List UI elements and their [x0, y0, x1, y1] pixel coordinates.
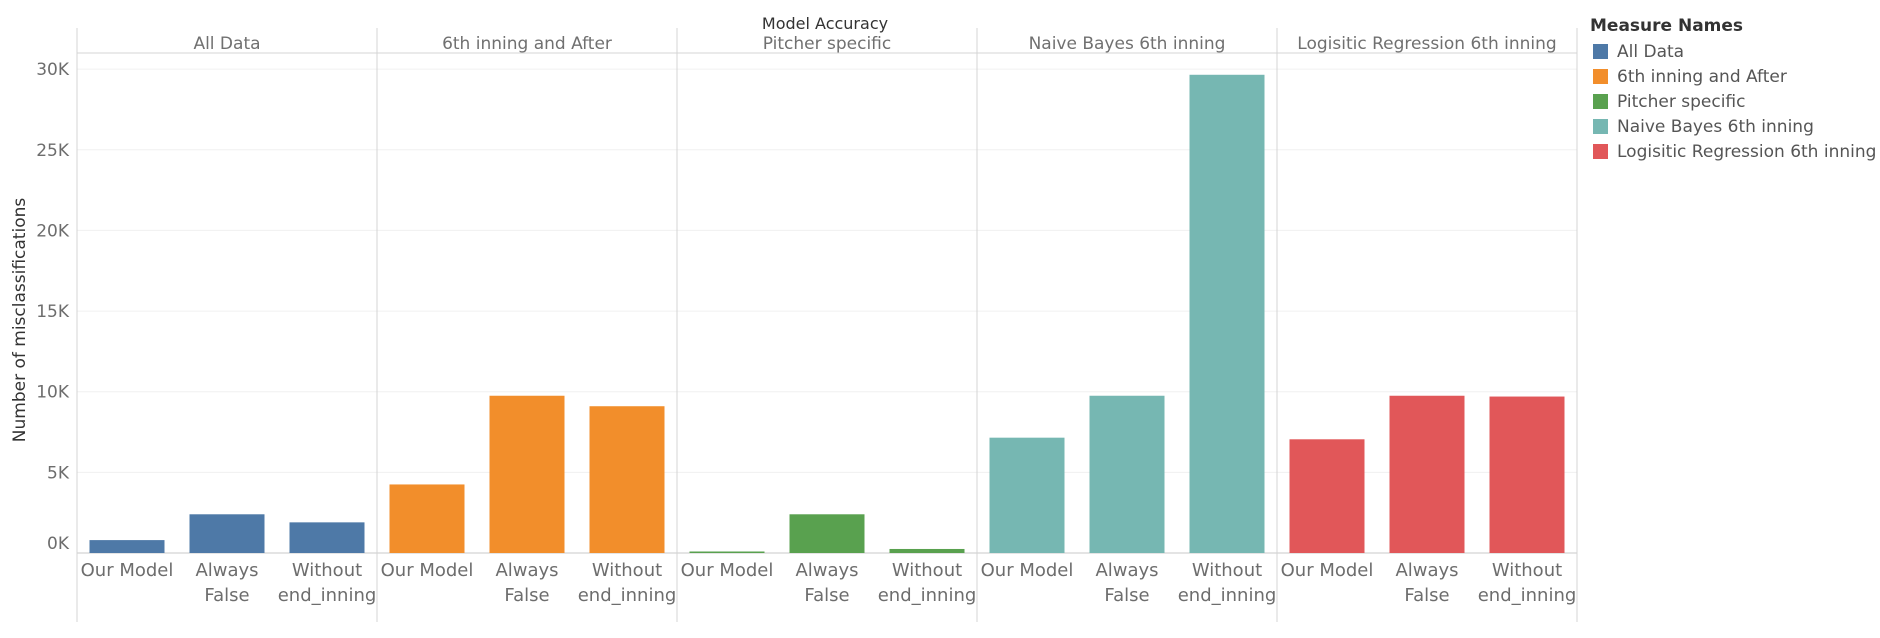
- legend-item[interactable]: Pitcher specific: [1590, 89, 1876, 114]
- bar: [89, 540, 165, 553]
- bar: [689, 551, 765, 553]
- bar: [1489, 396, 1565, 553]
- y-tick-label: 10K: [36, 383, 70, 403]
- panel-header: 6th inning and After: [442, 34, 612, 54]
- x-tick-label: Always: [195, 560, 258, 581]
- x-tick-label: end_inning: [278, 585, 377, 606]
- x-tick-label: Always: [1095, 560, 1158, 581]
- panel-header: Naive Bayes 6th inning: [1029, 34, 1226, 54]
- legend-item[interactable]: Logisitic Regression 6th inning: [1590, 139, 1876, 164]
- x-tick-label: False: [204, 585, 249, 606]
- bar: [1289, 439, 1365, 553]
- legend-swatch: [1593, 69, 1608, 84]
- x-tick-label: False: [804, 585, 849, 606]
- y-tick-label: 5K: [47, 463, 70, 483]
- legend-item[interactable]: Naive Bayes 6th inning: [1590, 114, 1876, 139]
- legend-title: Measure Names: [1590, 16, 1744, 36]
- legend-swatch: [1593, 94, 1608, 109]
- bar: [589, 406, 665, 553]
- legend-item[interactable]: 6th inning and After: [1590, 64, 1876, 89]
- legend-swatch: [1593, 119, 1608, 134]
- bar: [789, 514, 865, 553]
- chart-title: Model Accuracy: [762, 14, 888, 33]
- legend-swatch: [1593, 144, 1608, 159]
- x-tick-label: Without: [1192, 560, 1262, 581]
- x-tick-label: Always: [495, 560, 558, 581]
- legend-label: 6th inning and After: [1617, 66, 1787, 87]
- panel-header: Logisitic Regression 6th inning: [1297, 34, 1556, 54]
- x-tick-label: Without: [892, 560, 962, 581]
- bar: [889, 548, 965, 553]
- x-tick-label: Without: [592, 560, 662, 581]
- bar: [189, 514, 265, 553]
- x-tick-label: False: [1404, 585, 1449, 606]
- plot-area: 0K 5K 10K 15K 20K 25K 30K All Data Our Model Alwa…: [36, 28, 1578, 622]
- x-tick-label: Without: [1492, 560, 1562, 581]
- y-tick-label: 20K: [36, 221, 70, 241]
- x-tick-label: end_inning: [1178, 585, 1277, 606]
- x-tick-label: end_inning: [878, 585, 977, 606]
- x-tick-label: False: [504, 585, 549, 606]
- x-tick-label: Always: [795, 560, 858, 581]
- x-tick-label: end_inning: [578, 585, 677, 606]
- y-tick-label: 0K: [47, 534, 70, 554]
- x-tick-label: Our Model: [1281, 560, 1374, 581]
- bar: [1089, 395, 1165, 553]
- y-tick-label: 15K: [36, 302, 70, 322]
- legend-label: All Data: [1617, 41, 1685, 62]
- legend-item[interactable]: All Data: [1590, 39, 1876, 64]
- bar: [489, 395, 565, 553]
- legend-swatch: [1593, 44, 1608, 59]
- x-tick-label: Our Model: [381, 560, 474, 581]
- legend: Measure Names All Data 6th inning and Aft…: [1590, 16, 1876, 164]
- panel-header: Pitcher specific: [763, 34, 891, 54]
- bar: [989, 437, 1065, 553]
- bar: [1189, 74, 1265, 553]
- x-tick-label: Always: [1395, 560, 1458, 581]
- bar: [389, 484, 465, 553]
- y-tick-label: 25K: [36, 141, 70, 161]
- bar: [1389, 395, 1465, 553]
- y-tick-label: 30K: [36, 60, 70, 80]
- x-tick-label: Our Model: [981, 560, 1074, 581]
- x-tick-label: Our Model: [81, 560, 174, 581]
- x-tick-label: Our Model: [681, 560, 774, 581]
- legend-label: Naive Bayes 6th inning: [1617, 116, 1814, 137]
- panel-header: All Data: [193, 34, 260, 54]
- bar: [289, 522, 365, 553]
- y-axis-label: Number of misclassifications: [10, 198, 30, 443]
- x-tick-label: False: [1104, 585, 1149, 606]
- x-tick-label: end_inning: [1478, 585, 1577, 606]
- legend-label: Pitcher specific: [1617, 91, 1746, 112]
- legend-label: Logisitic Regression 6th inning: [1617, 141, 1877, 162]
- x-tick-label: Without: [292, 560, 362, 581]
